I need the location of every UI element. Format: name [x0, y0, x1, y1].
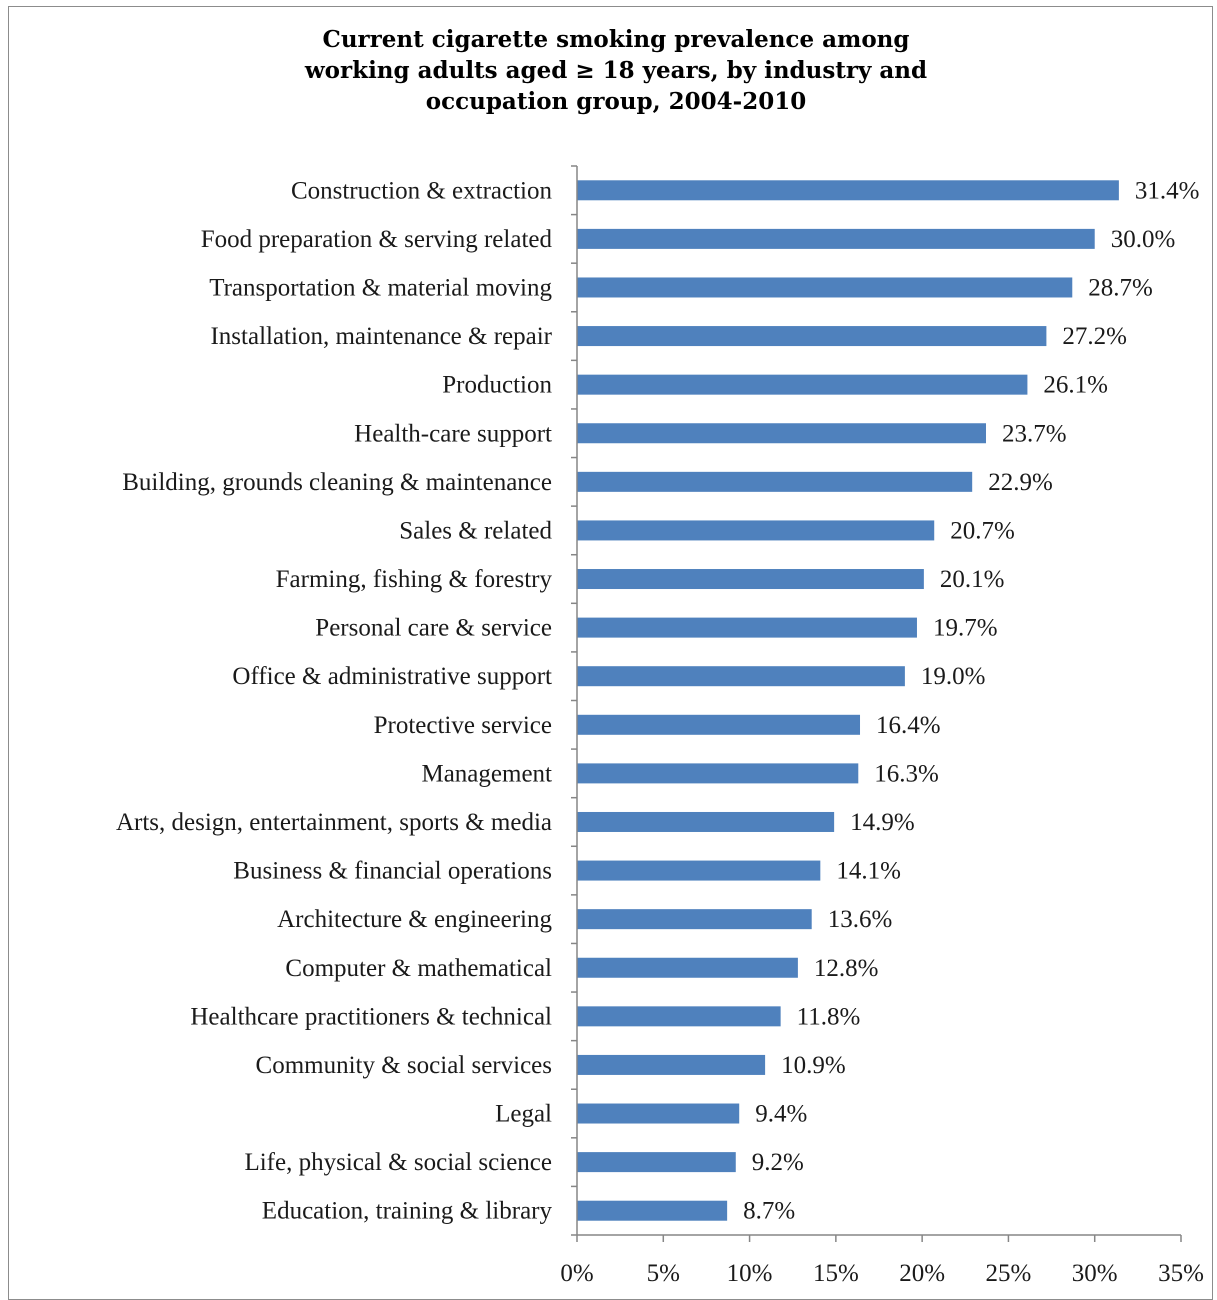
bar — [577, 423, 986, 444]
bar — [577, 228, 1095, 249]
category-labels-group: Construction & extraction Food preparatio… — [116, 177, 553, 1224]
data-label: 12.8% — [814, 955, 879, 982]
bar — [577, 1200, 728, 1221]
chart-title-line-2: working adults aged ≥ 18 years, by indus… — [304, 57, 928, 84]
bar — [577, 617, 917, 638]
category-label: Architecture & engineering — [277, 906, 552, 933]
category-label: Farming, fishing & forestry — [276, 566, 553, 593]
category-label: Education, training & library — [262, 1198, 553, 1225]
x-tick-label: 20% — [899, 1260, 945, 1287]
data-label: 28.7% — [1088, 274, 1153, 301]
category-label: Construction & extraction — [291, 177, 553, 204]
category-label: Management — [421, 760, 552, 787]
bar — [577, 1006, 781, 1027]
data-label: 11.8% — [797, 1003, 861, 1030]
category-label: Health-care support — [354, 420, 552, 447]
bar — [577, 1054, 766, 1075]
data-label: 27.2% — [1062, 323, 1127, 350]
category-label: Computer & mathematical — [285, 955, 552, 982]
category-label: Legal — [495, 1101, 552, 1128]
bar — [577, 860, 821, 881]
bars-group — [577, 180, 1119, 1221]
bar — [577, 471, 973, 492]
bar — [577, 811, 835, 832]
chart-title-line-1: Current cigarette smoking prevalence amo… — [322, 26, 910, 53]
bar — [577, 957, 798, 978]
category-label: Food preparation & serving related — [201, 226, 553, 253]
category-label: Installation, maintenance & repair — [210, 323, 552, 350]
x-tick-label: 0% — [560, 1260, 593, 1287]
category-label: Protective service — [374, 712, 552, 739]
data-label: 19.0% — [921, 663, 986, 690]
category-label: Production — [442, 372, 552, 399]
bar — [577, 909, 812, 930]
x-tick-label: 30% — [1072, 1260, 1118, 1287]
chart-title: Current cigarette smoking prevalence amo… — [0, 24, 1217, 117]
bar — [577, 666, 905, 687]
data-label: 30.0% — [1111, 226, 1176, 253]
bar — [577, 569, 924, 590]
x-tick-label: 15% — [813, 1260, 859, 1287]
bar — [577, 763, 859, 784]
data-label: 9.2% — [752, 1149, 804, 1176]
data-label: 16.3% — [874, 760, 939, 787]
bar — [577, 520, 935, 541]
category-label: Sales & related — [399, 517, 552, 544]
bar — [577, 374, 1028, 395]
chart-frame — [8, 6, 1213, 1300]
category-label: Arts, design, entertainment, sports & me… — [116, 809, 552, 836]
x-tick-label: 35% — [1158, 1260, 1204, 1287]
data-label: 14.9% — [850, 809, 915, 836]
category-label: Transportation & material moving — [209, 274, 552, 301]
chart-title-line-3: occupation group, 2004-2010 — [425, 88, 807, 115]
category-label: Healthcare practitioners & technical — [190, 1003, 552, 1030]
data-label: 26.1% — [1043, 372, 1108, 399]
x-tick-label: 5% — [647, 1260, 680, 1287]
bar — [577, 714, 861, 735]
category-label: Community & social services — [256, 1052, 552, 1079]
category-label: Office & administrative support — [232, 663, 552, 690]
category-label: Personal care & service — [315, 615, 552, 642]
data-label: 10.9% — [781, 1052, 846, 1079]
data-label: 8.7% — [743, 1198, 795, 1225]
x-tick-label: 10% — [727, 1260, 773, 1287]
data-label: 22.9% — [988, 469, 1053, 496]
x-tick-label: 25% — [986, 1260, 1032, 1287]
bar — [577, 326, 1047, 347]
category-label: Building, grounds cleaning & maintenance — [122, 469, 552, 496]
category-label: Business & financial operations — [233, 858, 552, 885]
data-label: 13.6% — [828, 906, 893, 933]
data-label: 23.7% — [1002, 420, 1067, 447]
data-label: 9.4% — [755, 1101, 807, 1128]
value-labels-group: 31.4% 30.0% 28.7% 27.2% 26.1% 23.7% 22.9% 20.7%… — [743, 177, 1199, 1224]
category-label: Life, physical & social science — [244, 1149, 552, 1176]
bar — [577, 180, 1119, 201]
data-label: 19.7% — [933, 615, 998, 642]
bar — [577, 1152, 736, 1173]
bar — [577, 277, 1073, 298]
data-label: 16.4% — [876, 712, 941, 739]
data-label: 14.1% — [836, 858, 901, 885]
data-label: 31.4% — [1135, 177, 1200, 204]
data-label: 20.7% — [950, 517, 1015, 544]
axes-group: 0% 5% 10% 15% 20% 25% 30% 35% — [560, 165, 1204, 1287]
bar — [577, 1103, 740, 1124]
data-label: 20.1% — [940, 566, 1005, 593]
